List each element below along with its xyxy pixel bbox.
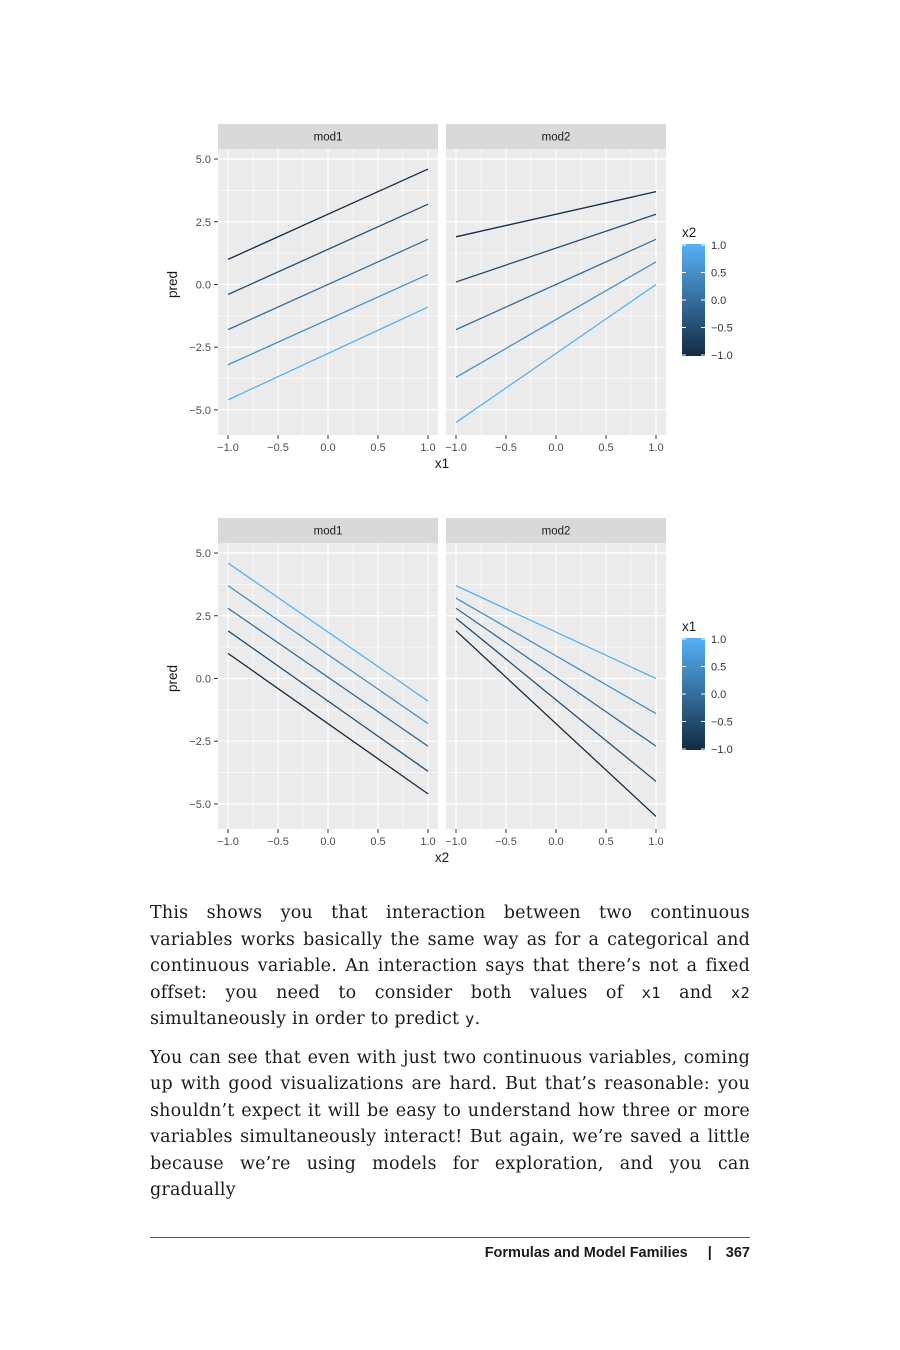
x-tick-label: −1.0 — [217, 836, 239, 848]
para1-text-d: . — [474, 1009, 481, 1029]
legend-label: 0.5 — [711, 268, 726, 280]
legend-label: 0.5 — [711, 662, 726, 674]
series-line — [227, 238, 429, 331]
x-tick-label: 1.0 — [420, 836, 435, 848]
x-tick-label: 1.0 — [420, 442, 435, 454]
x-tick-label: 0.0 — [548, 836, 563, 848]
paragraph-2: You can see that even with just two cont… — [150, 1047, 750, 1201]
x-axis-title: x2 — [435, 850, 449, 865]
page-number: 367 — [725, 1245, 750, 1261]
legend-label: −0.5 — [711, 717, 733, 729]
y-tick-label: −2.5 — [189, 342, 211, 354]
series-line — [227, 306, 429, 401]
legend-label: −1.0 — [711, 744, 733, 756]
facet-label: mod2 — [542, 526, 571, 538]
x-tick-label: −1.0 — [445, 442, 467, 454]
legend-colorbar — [682, 244, 705, 356]
y-tick-label: 2.5 — [196, 217, 211, 229]
series-line — [455, 191, 657, 238]
y-tick-label: −2.5 — [189, 736, 211, 748]
series-line — [455, 585, 657, 680]
para1-text-a: This shows you that interaction between … — [150, 903, 750, 1003]
y-tick-label: 5.0 — [196, 154, 211, 166]
y-axis-title: pred — [165, 665, 180, 692]
facet-strip — [218, 518, 438, 543]
legend-colorbar — [682, 638, 705, 750]
chart-x2-facets: mod1 −1.0 −0.5 0.0 0.5 1.0 mod2 −1.0 −0.5 0.0 0.5 1… — [165, 518, 733, 865]
facet-strip — [446, 518, 666, 543]
x-axis-title: x1 — [435, 456, 449, 471]
para1-text-b: and — [660, 982, 731, 1003]
y-tick-label: 5.0 — [196, 548, 211, 560]
series-line — [227, 203, 429, 296]
x-tick-label: 0.5 — [598, 836, 613, 848]
legend-label: 1.0 — [711, 634, 726, 646]
code-y: y — [465, 1010, 475, 1028]
chart-x1-facets: mod1 −1.0 −0.5 0.0 0.5 1.0 mod2 −1.0 −0.5 0.0 0.5 1… — [165, 124, 733, 471]
series-line — [455, 238, 657, 331]
x-tick-label: 1.0 — [648, 836, 663, 848]
body-text: This shows you that interaction between … — [150, 900, 750, 1216]
y-axis-title: pred — [165, 271, 180, 298]
series-line — [455, 283, 657, 423]
footer-section-title: Formulas and Model Families — [484, 1245, 688, 1261]
page-footer: Formulas and Model Families | 367 — [485, 1245, 750, 1261]
y-tick-label: 2.5 — [196, 611, 211, 623]
legend-label: 0.0 — [711, 295, 726, 307]
series-line — [227, 607, 429, 747]
series-line — [455, 607, 657, 747]
x-tick-label: 1.0 — [648, 442, 663, 454]
legend-title: x1 — [682, 619, 696, 634]
x-tick-label: −0.5 — [267, 442, 289, 454]
y-tick-label: −5.0 — [189, 799, 211, 811]
facet-label: mod1 — [314, 526, 343, 538]
code-x2: x2 — [730, 983, 750, 1002]
facet-label: mod2 — [542, 132, 571, 144]
x-tick-label: −0.5 — [267, 836, 289, 848]
legend-label: −0.5 — [711, 323, 733, 335]
legend-label: 0.0 — [711, 689, 726, 701]
paragraph-1: This shows you that interaction between … — [150, 900, 750, 1033]
series-line — [227, 652, 429, 795]
series-line — [227, 273, 429, 366]
y-tick-label: 0.0 — [196, 673, 211, 685]
legend-label: 1.0 — [711, 240, 726, 252]
x-tick-label: 0.5 — [370, 442, 385, 454]
para1-text-c: simultaneously in order to predict — [150, 1009, 466, 1029]
series-line — [455, 261, 657, 378]
x-tick-label: 0.5 — [598, 442, 613, 454]
facet-strip — [446, 124, 666, 149]
series-line — [455, 213, 657, 283]
footer-rule — [150, 1237, 750, 1238]
footer-separator: | — [707, 1245, 712, 1261]
x-tick-label: 0.5 — [370, 836, 385, 848]
series-line — [455, 630, 657, 817]
series-line — [455, 617, 657, 782]
series-line — [227, 168, 429, 260]
x-tick-label: −0.5 — [495, 442, 517, 454]
x-tick-label: −1.0 — [445, 836, 467, 848]
x-tick-label: 0.0 — [320, 442, 335, 454]
x-tick-label: −1.0 — [217, 442, 239, 454]
series-line — [227, 630, 429, 772]
facet-strip — [218, 124, 438, 149]
code-x1: x1 — [641, 983, 661, 1002]
series-line — [227, 585, 429, 725]
y-tick-label: 0.0 — [196, 279, 211, 291]
series-line — [227, 562, 429, 702]
legend-title: x2 — [682, 225, 696, 240]
facet-label: mod1 — [314, 132, 343, 144]
legend-label: −1.0 — [711, 350, 733, 362]
y-tick-label: −5.0 — [189, 405, 211, 417]
x-tick-label: 0.0 — [320, 836, 335, 848]
x-tick-label: −0.5 — [495, 836, 517, 848]
series-line — [455, 597, 657, 715]
x-tick-label: 0.0 — [548, 442, 563, 454]
